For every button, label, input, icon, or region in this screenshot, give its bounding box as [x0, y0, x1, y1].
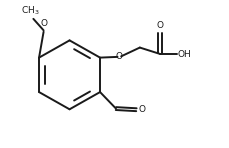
- Text: O: O: [115, 52, 122, 61]
- Text: O: O: [138, 105, 145, 114]
- Text: O: O: [40, 19, 47, 28]
- Text: O: O: [156, 21, 163, 30]
- Text: CH$_3$: CH$_3$: [21, 4, 39, 17]
- Text: OH: OH: [177, 50, 191, 58]
